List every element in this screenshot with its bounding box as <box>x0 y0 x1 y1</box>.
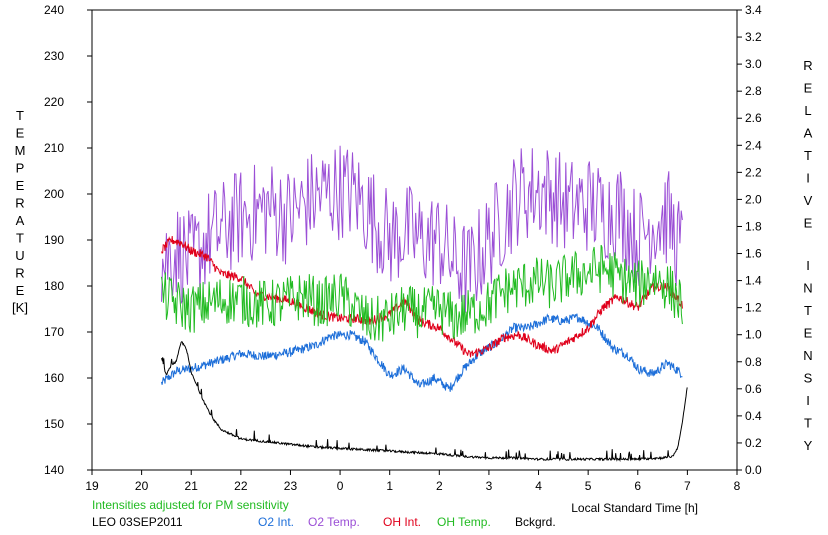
y-left-label-letter: T <box>16 231 24 246</box>
y-right-tick-label: 2.0 <box>745 192 762 206</box>
series-line <box>161 341 688 463</box>
y-left-tick-label: 160 <box>44 371 64 385</box>
y-right-tick-label: 1.4 <box>745 274 762 288</box>
y-left-label-letter: E <box>16 178 25 193</box>
legend-entry: OH Temp. <box>437 515 491 529</box>
y-right-tick-label: 0.0 <box>745 463 762 477</box>
x-tick-label: 19 <box>85 479 99 493</box>
legend-entry: O2 Int. <box>258 515 294 529</box>
x-tick-label: 22 <box>234 479 248 493</box>
x-tick-label: 3 <box>486 479 493 493</box>
y-right-label-letter: E <box>804 81 813 96</box>
x-tick-label: 23 <box>284 479 298 493</box>
y-right-tick-label: 3.4 <box>745 3 762 17</box>
x-tick-label: 5 <box>585 479 592 493</box>
legend: O2 Int. O2 Temp. OH Int. OH Temp. Bckgrd. <box>258 515 556 529</box>
y-left-label-letter: E <box>16 283 25 298</box>
y-left-tick-label: 180 <box>44 279 64 293</box>
y-left-label-letter: A <box>16 213 25 228</box>
x-tick-label: 21 <box>185 479 199 493</box>
sensitivity-note: Intensities adjusted for PM sensitivity <box>92 498 289 512</box>
series-line <box>161 244 683 342</box>
y-right-tick-label: 2.2 <box>745 165 762 179</box>
series-layer <box>161 145 688 463</box>
y-right-tick-label: 0.4 <box>745 409 762 423</box>
x-axis-label: Local Standard Time [h] <box>571 501 698 515</box>
x-tick-label: 7 <box>684 479 691 493</box>
y-axis-right: 0.0 0.2 0.4 0.6 0.8 1.0 1.2 1.4 1.6 1.8 2.0 2.2 2.4 2… <box>737 3 762 477</box>
y-left-tick-label: 230 <box>44 49 64 63</box>
y-right-label-letter: S <box>804 371 813 386</box>
y-right-label-letter: L <box>804 103 811 118</box>
y-right-label-letter: T <box>804 416 812 431</box>
legend-entry: O2 Temp. <box>308 515 360 529</box>
x-axis: 19 20 21 22 23 0 1 2 3 4 5 6 7 8 <box>85 470 741 493</box>
y-left-label-letter: E <box>16 126 25 141</box>
y-right-tick-label: 0.2 <box>745 436 762 450</box>
legend-entry: OH Int. <box>383 515 421 529</box>
series-line <box>161 145 683 313</box>
y-right-label-letter: V <box>804 193 813 208</box>
y-right-label-letter: R <box>803 58 812 73</box>
y-left-tick-label: 220 <box>44 95 64 109</box>
y-right-tick-label: 0.6 <box>745 382 762 396</box>
legend-entry: Bckgrd. <box>515 515 556 529</box>
y-right-label-letter: E <box>804 326 813 341</box>
x-tick-label: 8 <box>734 479 741 493</box>
y-left-label-letter: T <box>16 108 24 123</box>
y-right-tick-label: 1.2 <box>745 301 762 315</box>
y-axis-left: 140 150 160 170 180 190 200 210 220 230 240 <box>44 3 92 477</box>
y-left-label-letter: P <box>16 161 25 176</box>
y-right-label-letter: I <box>806 171 810 186</box>
y-left-tick-label: 190 <box>44 233 64 247</box>
y-right-label-letter: Y <box>804 438 813 453</box>
y-right-tick-label: 2.8 <box>745 84 762 98</box>
x-tick-label: 4 <box>535 479 542 493</box>
y-left-tick-label: 140 <box>44 463 64 477</box>
station-label: LEO 03SEP2011 <box>92 515 183 529</box>
y-left-tick-label: 170 <box>44 325 64 339</box>
y-left-tick-label: 200 <box>44 187 64 201</box>
y-axis-left-unit: [K] <box>12 300 28 315</box>
y-right-tick-label: 2.6 <box>745 111 762 125</box>
x-tick-label: 0 <box>337 479 344 493</box>
y-right-tick-label: 3.0 <box>745 57 762 71</box>
y-left-tick-label: 210 <box>44 141 64 155</box>
x-tick-label: 20 <box>135 479 149 493</box>
y-right-tick-label: 1.0 <box>745 328 762 342</box>
y-right-tick-label: 1.8 <box>745 219 762 233</box>
y-right-label-letter: N <box>803 281 812 296</box>
y-right-tick-label: 3.2 <box>745 30 762 44</box>
y-right-label-letter: T <box>804 303 812 318</box>
series-line <box>161 313 683 392</box>
y-right-label-letter: I <box>806 393 810 408</box>
y-right-label-letter: A <box>804 126 813 141</box>
y-right-tick-label: 1.6 <box>745 247 762 261</box>
y-right-label-letter: T <box>804 148 812 163</box>
y-right-tick-label: 2.4 <box>745 138 762 152</box>
y-right-tick-label: 0.8 <box>745 355 762 369</box>
y-left-tick-label: 150 <box>44 417 64 431</box>
y-right-label-letter: I <box>806 258 810 273</box>
x-tick-label: 1 <box>386 479 393 493</box>
y-left-tick-label: 240 <box>44 3 64 17</box>
y-left-label-letter: M <box>15 143 26 158</box>
y-left-label-letter: R <box>15 266 24 281</box>
y-left-label-letter: R <box>15 196 24 211</box>
x-tick-label: 6 <box>634 479 641 493</box>
y-right-label-letter: E <box>804 216 813 231</box>
x-tick-label: 2 <box>436 479 443 493</box>
y-right-label-letter: N <box>803 348 812 363</box>
y-left-label-letter: U <box>15 248 24 263</box>
